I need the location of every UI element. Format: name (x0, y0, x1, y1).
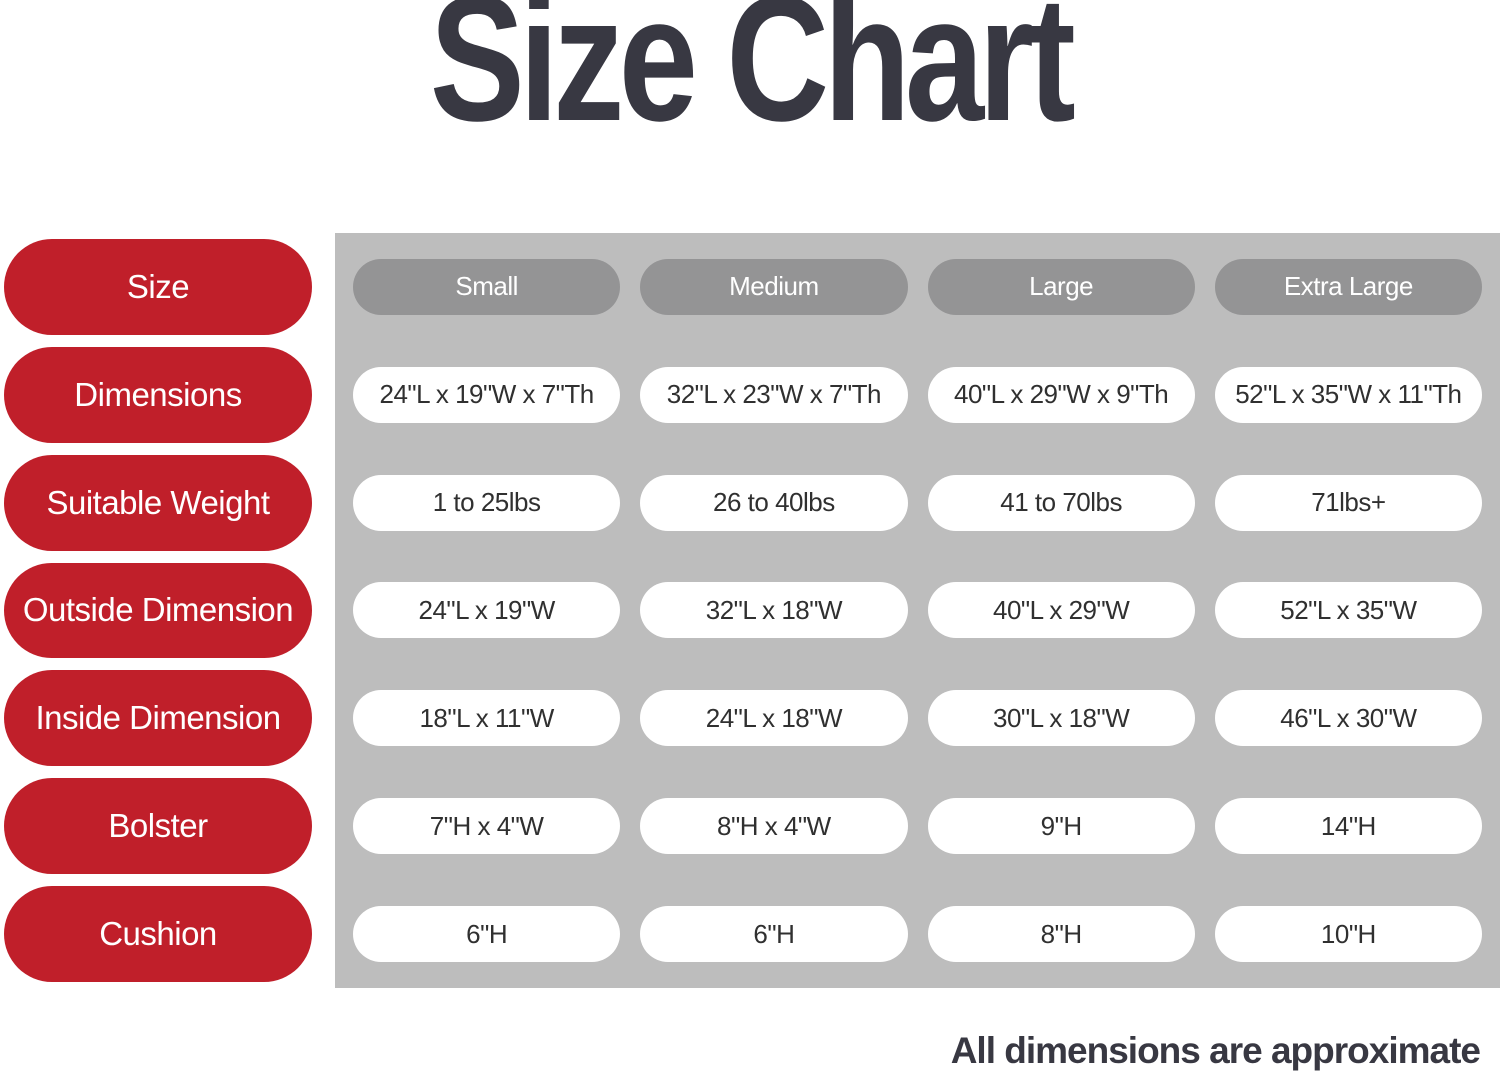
row-label-pill-inside-dimension: Inside Dimension (4, 670, 312, 767)
table-cell-dimensions-extra-large: 52"L x 35"W x 11"Th (1214, 366, 1482, 423)
table-cell-bolster-large: 9"H (927, 798, 1195, 855)
table-cell-bolster-extra-large: 14"H (1214, 798, 1482, 855)
row-label-pill-outside-dimension: Outside Dimension (4, 562, 312, 659)
row-label-pill-bolster: Bolster (4, 778, 312, 875)
size-table-panel: Small Medium Large Extra Large 24"L x 19… (335, 233, 1500, 988)
table-cell-inside-extra-large: 46"L x 30"W (1214, 690, 1482, 747)
table-cell-outside-large: 40"L x 29"W (927, 582, 1195, 639)
table-cell-weight-medium: 26 to 40lbs (640, 474, 908, 531)
row-label-pill-size: Size (4, 239, 312, 335)
table-cell-cushion-extra-large: 10"H (1214, 906, 1482, 963)
column-header-medium: Medium (640, 258, 908, 315)
page-title: Size Chart (429, 0, 1076, 158)
table-cell-outside-small: 24"L x 19"W (353, 582, 621, 639)
table-cell-weight-large: 41 to 70lbs (927, 474, 1195, 531)
column-header-small: Small (353, 258, 621, 315)
table-cell-dimensions-medium: 32"L x 23"W x 7"Th (640, 366, 908, 423)
row-label-pill-cushion: Cushion (4, 886, 312, 982)
table-cell-inside-small: 18"L x 11"W (353, 690, 621, 747)
table-cell-cushion-large: 8"H (927, 906, 1195, 963)
column-header-large: Large (927, 258, 1195, 315)
table-cell-bolster-small: 7"H x 4"W (353, 798, 621, 855)
size-chart-table: Size Dimensions Suitable Weight Outside … (4, 233, 1500, 988)
table-cell-cushion-medium: 6"H (640, 906, 908, 963)
row-label-column: Size Dimensions Suitable Weight Outside … (4, 233, 312, 988)
table-cell-outside-extra-large: 52"L x 35"W (1214, 582, 1482, 639)
table-cell-bolster-medium: 8"H x 4"W (640, 798, 908, 855)
table-cell-inside-large: 30"L x 18"W (927, 690, 1195, 747)
table-cell-dimensions-large: 40"L x 29"W x 9"Th (927, 366, 1195, 423)
footnote: All dimensions are approximate (950, 1030, 1481, 1071)
table-cell-weight-extra-large: 71lbs+ (1214, 474, 1482, 531)
table-cell-outside-medium: 32"L x 18"W (640, 582, 908, 639)
column-header-extra-large: Extra Large (1214, 258, 1482, 315)
row-label-pill-suitable-weight: Suitable Weight (4, 454, 312, 551)
table-cell-cushion-small: 6"H (353, 906, 621, 963)
table-cell-weight-small: 1 to 25lbs (353, 474, 621, 531)
table-cell-inside-medium: 24"L x 18"W (640, 690, 908, 747)
row-label-pill-dimensions: Dimensions (4, 346, 312, 443)
table-cell-dimensions-small: 24"L x 19"W x 7"Th (353, 366, 621, 423)
